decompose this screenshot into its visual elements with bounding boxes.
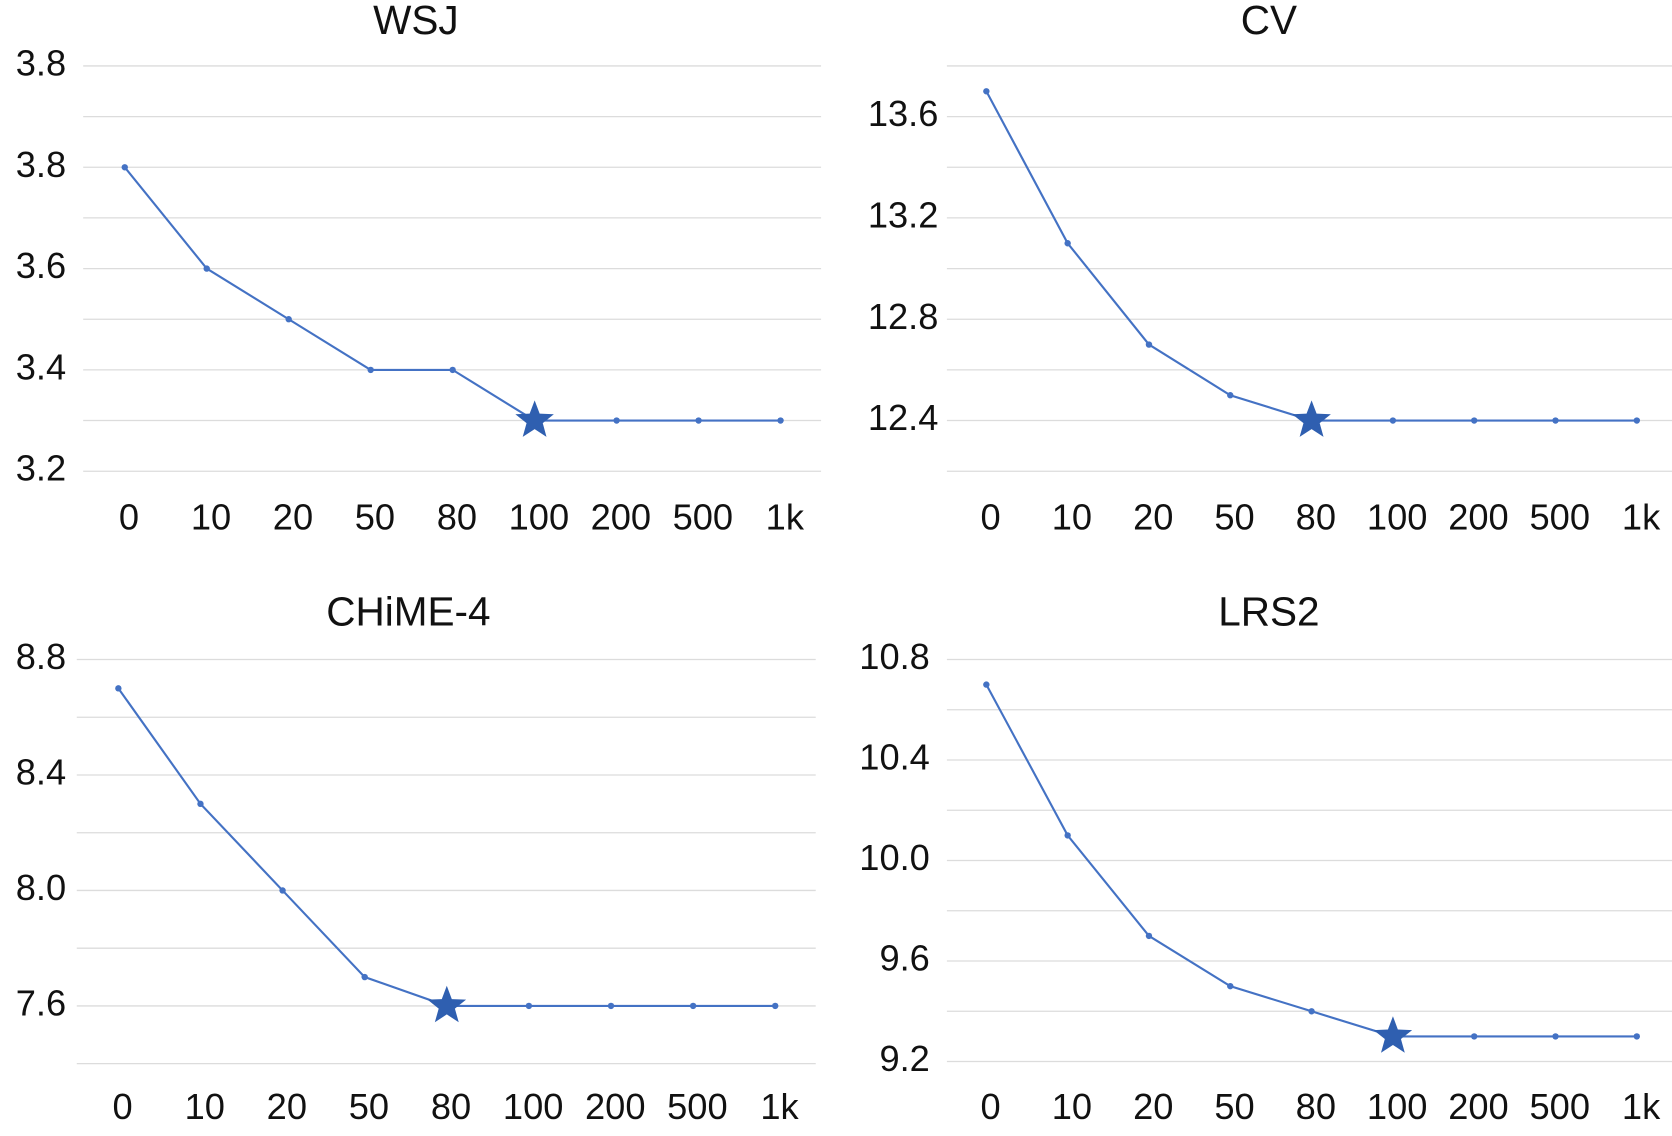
point	[613, 417, 620, 424]
chart-title: WSJ	[373, 0, 458, 43]
x-tick-label: 500	[1530, 1086, 1590, 1127]
y-tick-label: 3.2	[16, 448, 66, 489]
line	[985, 90, 1637, 422]
y-tick-label: 7.6	[16, 983, 66, 1024]
point	[607, 1002, 615, 1010]
x-tick-label: 1k	[1622, 1086, 1661, 1127]
x-tick-label: 200	[1448, 497, 1508, 538]
star-marker	[1292, 400, 1331, 437]
point	[121, 164, 128, 171]
point	[772, 1002, 779, 1010]
y-tick-label: 10.8	[859, 636, 930, 677]
chart-title: CV	[1241, 0, 1297, 43]
point	[1064, 240, 1071, 247]
x-tick-label: 500	[673, 497, 733, 538]
y-tick-label: 3.6	[16, 245, 66, 286]
point	[197, 800, 204, 808]
x-tick-label: 200	[591, 497, 651, 538]
y-tick-label: 12.8	[868, 296, 939, 337]
x-tick-label: 20	[273, 497, 313, 538]
point	[983, 88, 990, 95]
star-marker	[515, 400, 554, 437]
point	[279, 887, 286, 894]
point	[689, 1002, 697, 1010]
x-tick-label: 80	[1296, 1086, 1336, 1127]
line	[117, 687, 776, 1007]
x-tick-label: 200	[1448, 1086, 1508, 1127]
x-tick-label: 100	[1367, 497, 1427, 538]
star-marker	[427, 985, 467, 1023]
y-tick-label: 8.8	[16, 636, 66, 677]
x-tick-label: 200	[585, 1086, 645, 1127]
x-tick-label: 20	[267, 1086, 307, 1127]
x-tick-label: 50	[355, 497, 395, 538]
point	[1064, 832, 1071, 839]
x-tick-label: 10	[1052, 497, 1092, 538]
y-tick-label: 3.4	[16, 346, 66, 387]
point	[1227, 982, 1234, 990]
point	[777, 417, 784, 424]
x-tick-label: 20	[1133, 1086, 1173, 1127]
x-tick-label: 50	[1214, 1086, 1254, 1127]
point	[367, 366, 374, 374]
line	[123, 166, 781, 422]
x-tick-label: 50	[349, 1086, 389, 1127]
point	[115, 685, 122, 692]
y-tick-label: 9.2	[879, 1038, 929, 1079]
y-tick-label: 9.6	[879, 938, 929, 979]
point	[1470, 417, 1478, 424]
x-tick-label: 0	[119, 497, 139, 538]
point	[1145, 932, 1153, 940]
x-tick-label: 500	[1530, 497, 1590, 538]
point	[285, 316, 292, 323]
y-tick-label: 8.4	[16, 752, 66, 793]
point	[1308, 1008, 1315, 1015]
x-tick-label: 1k	[766, 497, 805, 538]
point	[1470, 1033, 1478, 1040]
x-tick-label: 1k	[760, 1086, 799, 1127]
x-tick-label: 100	[509, 497, 569, 538]
point	[525, 1002, 533, 1010]
point	[1145, 341, 1153, 348]
x-tick-label: 1k	[1622, 497, 1661, 538]
x-tick-label: 500	[667, 1086, 727, 1127]
point	[1633, 417, 1641, 424]
y-tick-label: 10.4	[859, 737, 930, 778]
x-tick-label: 100	[1367, 1086, 1427, 1127]
point	[203, 265, 210, 272]
chart-title: LRS2	[1218, 589, 1319, 635]
star-marker	[1373, 1016, 1413, 1053]
x-tick-label: 10	[1052, 1086, 1092, 1127]
x-tick-label: 80	[1296, 497, 1336, 538]
x-tick-label: 50	[1214, 497, 1254, 538]
point	[1227, 392, 1234, 399]
point	[983, 681, 990, 688]
point	[1389, 417, 1397, 424]
x-tick-label: 0	[981, 497, 1001, 538]
point	[361, 973, 368, 981]
point	[1552, 417, 1559, 424]
point	[1633, 1033, 1641, 1040]
x-tick-label: 20	[1133, 497, 1173, 538]
x-tick-label: 80	[437, 497, 477, 538]
y-tick-label: 13.6	[868, 93, 939, 134]
x-tick-label: 10	[185, 1086, 225, 1127]
y-tick-label: 10.0	[859, 837, 930, 878]
y-tick-label: 13.2	[868, 195, 939, 236]
y-tick-label: 12.4	[868, 397, 939, 438]
y-tick-label: 3.8	[16, 144, 66, 185]
point	[695, 417, 702, 424]
y-tick-label: 8.0	[16, 867, 66, 908]
chart-title: CHiME-4	[326, 589, 490, 635]
x-tick-label: 80	[431, 1086, 471, 1127]
y-tick-label: 3.8	[16, 43, 66, 84]
x-tick-label: 100	[503, 1086, 563, 1127]
x-tick-label: 0	[113, 1086, 133, 1127]
point	[449, 366, 456, 374]
point	[1552, 1033, 1559, 1040]
x-tick-label: 10	[191, 497, 231, 538]
x-tick-label: 0	[981, 1086, 1001, 1127]
